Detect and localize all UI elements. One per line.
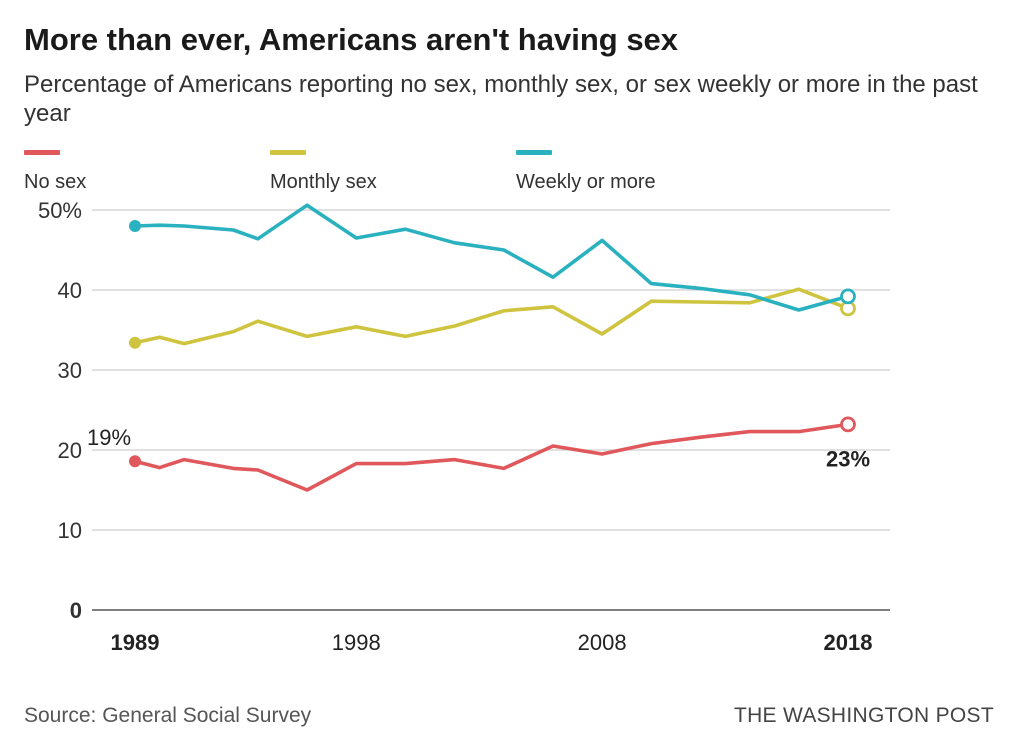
y-tick-label-50: 50% [38,198,82,223]
y-tick-label-10: 10 [58,518,82,543]
annotation-label-0: 19% [87,425,131,450]
y-tick-label-40: 40 [58,278,82,303]
start-marker-no-sex [129,455,141,468]
y-tick-label-20: 20 [58,438,82,463]
publisher-credit: THE WASHINGTON POST [733,704,994,727]
x-tick-label-2008: 2008 [578,630,627,655]
legend-item-monthly-sex: Monthly sex [270,150,377,194]
chart-subtitle: Percentage of Americans reporting no sex… [24,71,978,127]
source-note: Source: General Social Survey [24,704,312,727]
legend-label-no-sex: No sex [24,171,87,193]
legend-label-weekly-or-more: Weekly or more [516,171,656,193]
series-line-weekly-or-more [133,203,850,312]
series-line-no-sex [133,422,850,492]
x-tick-label-2018: 2018 [824,630,873,655]
chart-title: More than ever, Americans aren't having … [24,22,679,57]
y-tick-label-30: 30 [58,358,82,383]
start-marker-monthly-sex [129,336,141,349]
end-marker-weekly-or-more [840,288,856,305]
start-marker-weekly-or-more [129,220,141,232]
legend-swatch-monthly-sex [270,150,306,155]
x-tick-label-1989: 1989 [111,630,160,655]
annotation-label-1: 23% [826,446,870,471]
legend-swatch-weekly-or-more [516,150,552,155]
legend-swatch-no-sex [24,150,60,155]
y-tick-label-0: 0 [70,598,82,623]
series-line-monthly-sex [133,287,850,346]
legend-item-weekly-or-more: Weekly or more [516,150,656,194]
legend-label-monthly-sex: Monthly sex [270,171,377,193]
end-marker-no-sex [840,416,856,433]
x-tick-label-1998: 1998 [332,630,381,655]
legend-item-no-sex: No sex [24,150,86,194]
